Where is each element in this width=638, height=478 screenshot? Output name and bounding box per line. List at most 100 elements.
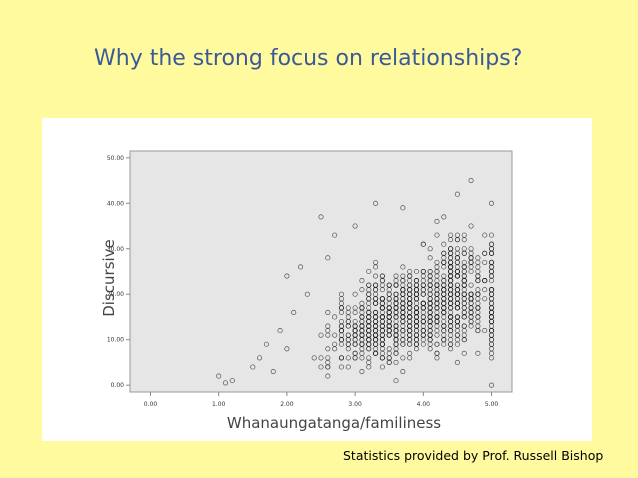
data-point <box>400 273 406 279</box>
data-point <box>366 282 372 288</box>
data-point <box>454 282 460 288</box>
data-point <box>482 278 488 284</box>
data-point <box>454 323 460 329</box>
data-point <box>338 337 345 343</box>
data-point <box>420 341 426 347</box>
data-point <box>468 259 474 265</box>
data-point <box>373 300 379 306</box>
data-point <box>413 337 420 343</box>
data-point <box>386 287 392 293</box>
data-point <box>441 255 447 261</box>
data-point <box>393 282 399 288</box>
data-point <box>400 368 406 375</box>
data-point <box>482 328 488 334</box>
data-point <box>468 296 474 302</box>
data-point <box>461 332 467 338</box>
points-layer <box>216 178 495 388</box>
data-point <box>461 350 467 356</box>
data-point <box>454 191 460 197</box>
data-point <box>325 255 331 261</box>
data-point <box>420 318 426 325</box>
data-point <box>461 278 467 284</box>
data-point <box>488 232 495 238</box>
data-point <box>332 232 338 238</box>
data-point <box>441 309 447 315</box>
data-point <box>407 300 413 306</box>
data-point <box>345 364 351 370</box>
data-point <box>427 337 433 343</box>
data-point <box>420 300 426 306</box>
x-axis-label: Whanaungatanga/familiness <box>227 414 441 432</box>
data-point <box>448 250 454 256</box>
data-point <box>448 305 454 311</box>
data-point <box>488 200 495 206</box>
data-point <box>311 355 317 361</box>
x-tick-label: 4.00 <box>417 401 431 408</box>
data-point <box>366 337 372 343</box>
data-point <box>379 355 385 361</box>
data-point <box>448 268 454 275</box>
data-point <box>393 296 399 302</box>
data-point <box>352 223 358 229</box>
data-point <box>379 282 385 288</box>
data-point <box>448 314 454 320</box>
data-point <box>413 309 420 315</box>
data-point <box>263 341 269 347</box>
data-point <box>338 355 345 361</box>
data-point <box>345 314 351 320</box>
data-point <box>318 214 324 220</box>
x-tick-label: 1.00 <box>212 401 226 408</box>
data-point <box>454 255 460 261</box>
data-point <box>400 305 406 311</box>
data-point <box>318 355 324 361</box>
data-point <box>407 291 413 297</box>
data-point <box>393 305 399 311</box>
data-point <box>393 378 399 384</box>
data-point <box>400 355 406 361</box>
data-point <box>386 328 392 334</box>
data-point <box>332 314 338 320</box>
data-point <box>270 368 276 375</box>
data-point <box>366 291 372 297</box>
data-point <box>345 346 351 352</box>
data-point <box>400 264 406 270</box>
data-point <box>461 296 467 302</box>
data-point <box>488 273 495 279</box>
data-point <box>379 314 385 320</box>
y-tick-label: 40.00 <box>107 200 124 207</box>
data-point <box>468 223 474 229</box>
data-point <box>468 178 474 184</box>
data-point <box>366 328 372 334</box>
data-point <box>434 291 440 297</box>
data-point <box>454 296 460 302</box>
y-axis-label: Discursive <box>100 239 118 317</box>
data-point <box>427 305 433 311</box>
data-point <box>413 318 420 325</box>
data-point <box>420 241 426 247</box>
data-point <box>325 328 331 334</box>
data-point <box>386 359 392 365</box>
data-point <box>393 341 399 347</box>
data-point <box>468 268 474 275</box>
data-point <box>468 282 474 288</box>
data-point <box>454 237 460 243</box>
scatter-chart: 0.00 1.00 2.00 3.00 4.00 5.00 0.00 10.00 20.00 30… <box>100 150 513 432</box>
data-point <box>448 232 454 238</box>
data-point <box>359 368 365 375</box>
data-point <box>475 323 481 329</box>
data-point <box>366 364 372 370</box>
data-point <box>475 278 481 284</box>
data-point <box>448 341 454 347</box>
x-tick-label: 5.00 <box>485 401 499 408</box>
data-point <box>318 364 324 370</box>
statistics-credit: Statistics provided by Prof. Russell Bis… <box>343 448 604 463</box>
data-point <box>359 332 365 338</box>
data-point <box>488 287 495 293</box>
data-point <box>373 282 379 288</box>
data-point <box>475 291 481 297</box>
data-point <box>488 341 495 347</box>
data-point <box>434 259 440 265</box>
y-tick-label: 20.00 <box>107 291 124 298</box>
data-point <box>216 373 222 379</box>
y-tick-label: 0.00 <box>111 382 125 389</box>
